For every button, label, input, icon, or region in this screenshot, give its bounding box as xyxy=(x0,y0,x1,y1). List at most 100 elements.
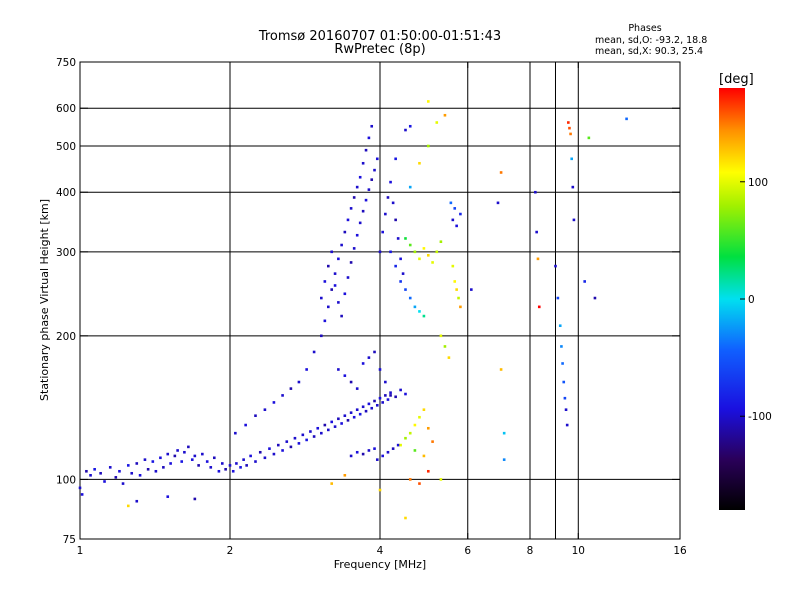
data-point xyxy=(556,296,560,300)
data-point xyxy=(459,305,462,309)
data-point xyxy=(297,380,301,384)
data-point xyxy=(537,305,541,309)
data-point xyxy=(536,257,540,261)
data-point xyxy=(85,469,88,473)
data-point xyxy=(285,440,289,443)
data-point xyxy=(343,474,347,477)
data-point xyxy=(389,394,392,397)
data-point xyxy=(367,449,371,452)
colorbar-tick-label: -100 xyxy=(748,411,772,423)
data-point xyxy=(367,402,371,406)
colorbar-tick-label: 100 xyxy=(748,177,768,189)
data-point xyxy=(562,380,566,384)
data-point xyxy=(333,284,337,287)
data-point xyxy=(408,431,412,435)
data-point xyxy=(146,467,150,471)
data-point xyxy=(373,168,376,172)
data-point xyxy=(565,423,569,427)
data-point xyxy=(330,482,334,485)
data-point xyxy=(625,117,628,121)
data-point xyxy=(439,334,443,338)
data-point xyxy=(138,474,142,477)
data-point xyxy=(375,157,379,161)
data-point xyxy=(451,218,455,222)
data-point xyxy=(431,440,434,443)
y-tick-label: 200 xyxy=(56,331,76,343)
data-point xyxy=(413,305,417,309)
data-point xyxy=(451,264,455,268)
data-point xyxy=(355,387,359,390)
data-point xyxy=(384,394,387,397)
data-point xyxy=(289,387,293,390)
data-point xyxy=(386,196,390,199)
data-point xyxy=(239,466,242,469)
x-tick-label: 4 xyxy=(377,545,384,557)
phase-box-heading: Phases xyxy=(628,23,661,34)
data-point xyxy=(159,456,162,460)
data-point xyxy=(426,100,430,103)
data-point xyxy=(358,175,362,179)
data-point xyxy=(459,212,462,216)
data-point xyxy=(455,288,458,291)
data-point xyxy=(293,436,297,440)
data-point xyxy=(399,257,402,261)
data-point xyxy=(242,458,245,461)
data-point xyxy=(399,388,402,392)
data-point xyxy=(118,469,121,473)
data-point xyxy=(453,207,457,210)
data-point xyxy=(312,435,316,438)
data-point xyxy=(249,454,252,458)
data-point xyxy=(176,449,179,452)
data-point xyxy=(180,460,184,463)
data-point xyxy=(496,201,500,205)
data-point xyxy=(135,462,139,465)
data-point xyxy=(343,374,347,377)
data-point xyxy=(381,401,384,404)
data-point xyxy=(583,280,586,283)
data-point xyxy=(422,454,426,458)
data-point xyxy=(234,431,237,435)
data-point xyxy=(108,466,112,469)
data-point xyxy=(389,391,392,394)
data-point xyxy=(320,334,323,338)
scatter-points xyxy=(78,100,628,520)
data-point xyxy=(394,157,397,161)
data-point xyxy=(569,132,572,136)
data-point xyxy=(373,447,376,450)
data-point xyxy=(447,356,451,359)
data-point xyxy=(166,495,170,498)
data-point xyxy=(231,469,235,473)
data-point xyxy=(404,128,407,132)
x-tick-label: 8 xyxy=(527,545,534,557)
data-point xyxy=(80,493,84,496)
data-point xyxy=(554,264,557,268)
data-point xyxy=(187,445,190,449)
data-point xyxy=(391,447,395,450)
data-point xyxy=(337,368,340,371)
data-point xyxy=(408,185,412,189)
data-point xyxy=(126,504,130,508)
data-point xyxy=(263,456,267,460)
data-point xyxy=(572,218,576,222)
data-point xyxy=(305,368,308,371)
data-point xyxy=(352,415,356,419)
data-point xyxy=(401,272,405,275)
data-point xyxy=(384,212,387,216)
data-point xyxy=(418,482,421,485)
y-tick-label: 500 xyxy=(56,141,76,153)
data-point xyxy=(330,420,334,424)
data-point xyxy=(355,185,359,189)
data-point xyxy=(361,362,365,365)
data-point xyxy=(399,443,402,447)
data-point xyxy=(426,426,430,430)
data-point xyxy=(502,431,506,435)
chart-title-line1: Tromsø 20160707 01:50:00-01:51:43 xyxy=(258,29,501,44)
data-point xyxy=(162,466,165,469)
data-point xyxy=(135,499,139,503)
data-point xyxy=(370,124,374,128)
data-point xyxy=(413,250,417,254)
y-tick-label: 100 xyxy=(56,474,76,486)
tick-marks xyxy=(79,61,681,540)
data-point xyxy=(143,458,147,461)
data-point xyxy=(455,224,458,228)
